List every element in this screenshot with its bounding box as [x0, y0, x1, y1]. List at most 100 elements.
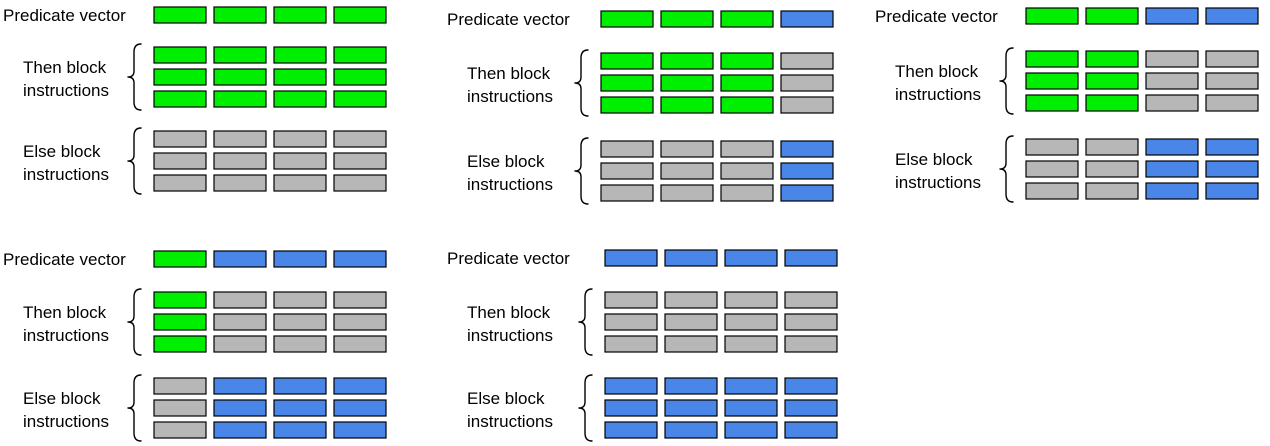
- predicate-cell: [153, 6, 207, 24]
- then-block-instructions-label: instructions: [895, 85, 981, 104]
- else-instruction-cell: [724, 399, 778, 417]
- then-instruction-cell: [1205, 94, 1259, 112]
- then-instruction-cell: [604, 335, 658, 353]
- predicate-cell: [720, 10, 774, 28]
- then-instruction-cell: [333, 313, 387, 331]
- then-instruction-cell: [333, 46, 387, 64]
- else-instruction-cell: [600, 140, 654, 158]
- else-instruction-cell: [1205, 182, 1259, 200]
- else-block-label: Else block: [895, 150, 973, 169]
- else-instruction-cell: [213, 377, 267, 395]
- else-instruction-cell: [333, 377, 387, 395]
- then-instruction-cell: [273, 335, 327, 353]
- else-instruction-cell: [153, 421, 207, 439]
- else-instruction-cell: [604, 399, 658, 417]
- then-instruction-cell: [1145, 72, 1199, 90]
- else-instruction-cell: [153, 130, 207, 148]
- then-instruction-cell: [664, 335, 718, 353]
- then-instruction-cell: [273, 90, 327, 108]
- then-instruction-cell: [1025, 50, 1079, 68]
- predicate-cell: [333, 6, 387, 24]
- predicate-cell: [780, 10, 834, 28]
- then-instruction-cell: [600, 52, 654, 70]
- then-instruction-cell: [213, 335, 267, 353]
- else-instruction-cell: [213, 174, 267, 192]
- else-instruction-cell: [1025, 160, 1079, 178]
- curly-brace: [127, 374, 142, 442]
- then-instruction-cell: [784, 335, 838, 353]
- predicate-cell: [153, 250, 207, 268]
- curly-brace: [127, 43, 142, 111]
- then-instruction-cell: [333, 335, 387, 353]
- then-instruction-cell: [660, 74, 714, 92]
- else-instruction-cell: [1145, 160, 1199, 178]
- predicate-cell: [600, 10, 654, 28]
- then-instruction-cell: [660, 96, 714, 114]
- else-instruction-cell: [780, 140, 834, 158]
- then-instruction-cell: [1085, 94, 1139, 112]
- predicate-vector-label: Predicate vector: [875, 7, 998, 26]
- then-instruction-cell: [724, 335, 778, 353]
- else-block-label: Else block: [23, 389, 101, 408]
- then-instruction-cell: [213, 46, 267, 64]
- else-instruction-cell: [213, 130, 267, 148]
- else-instruction-cell: [273, 130, 327, 148]
- else-block-label: Else block: [23, 142, 101, 161]
- else-instruction-cell: [604, 421, 658, 439]
- then-instruction-cell: [720, 74, 774, 92]
- curly-brace: [999, 135, 1014, 203]
- else-instruction-cell: [153, 399, 207, 417]
- predication-panel-1: Predicate vector Then block instructions El…: [3, 6, 387, 195]
- then-instruction-cell: [720, 52, 774, 70]
- then-block-instructions-label: instructions: [23, 81, 109, 100]
- curly-brace: [127, 288, 142, 356]
- else-instruction-cell: [333, 174, 387, 192]
- then-instruction-cell: [1205, 50, 1259, 68]
- predicate-cell: [213, 6, 267, 24]
- then-instruction-cell: [153, 313, 207, 331]
- else-instruction-cell: [1025, 182, 1079, 200]
- curly-brace: [574, 137, 589, 205]
- else-instruction-cell: [333, 399, 387, 417]
- predicate-cell: [1025, 7, 1079, 25]
- else-instruction-cell: [784, 399, 838, 417]
- then-block-instructions-label: instructions: [23, 326, 109, 345]
- else-instruction-cell: [273, 174, 327, 192]
- predicate-cell: [1145, 7, 1199, 25]
- predicate-cell: [604, 249, 658, 267]
- else-instruction-cell: [664, 399, 718, 417]
- else-instruction-cell: [600, 162, 654, 180]
- then-instruction-cell: [213, 68, 267, 86]
- then-instruction-cell: [1025, 72, 1079, 90]
- then-instruction-cell: [1085, 72, 1139, 90]
- then-instruction-cell: [213, 313, 267, 331]
- curly-brace: [127, 127, 142, 195]
- then-instruction-cell: [213, 291, 267, 309]
- curly-brace: [578, 374, 593, 442]
- then-instruction-cell: [153, 335, 207, 353]
- predicate-cell: [660, 10, 714, 28]
- predicate-cell: [273, 6, 327, 24]
- predicate-cell: [213, 250, 267, 268]
- else-instruction-cell: [720, 162, 774, 180]
- then-instruction-cell: [273, 68, 327, 86]
- else-instruction-cell: [724, 377, 778, 395]
- else-instruction-cell: [273, 421, 327, 439]
- else-block-instructions-label: instructions: [23, 412, 109, 431]
- predicate-vector-label: Predicate vector: [3, 250, 126, 269]
- then-instruction-cell: [153, 46, 207, 64]
- else-instruction-cell: [780, 162, 834, 180]
- else-block-instructions-label: instructions: [23, 165, 109, 184]
- else-instruction-cell: [660, 140, 714, 158]
- else-instruction-cell: [724, 421, 778, 439]
- curly-brace: [574, 49, 589, 117]
- else-instruction-cell: [153, 174, 207, 192]
- then-instruction-cell: [153, 68, 207, 86]
- else-instruction-cell: [153, 377, 207, 395]
- predicate-cell: [333, 250, 387, 268]
- then-block-label: Then block: [23, 303, 107, 322]
- then-instruction-cell: [1085, 50, 1139, 68]
- then-block-label: Then block: [895, 62, 979, 81]
- else-instruction-cell: [213, 399, 267, 417]
- predicate-vector-label: Predicate vector: [447, 249, 570, 268]
